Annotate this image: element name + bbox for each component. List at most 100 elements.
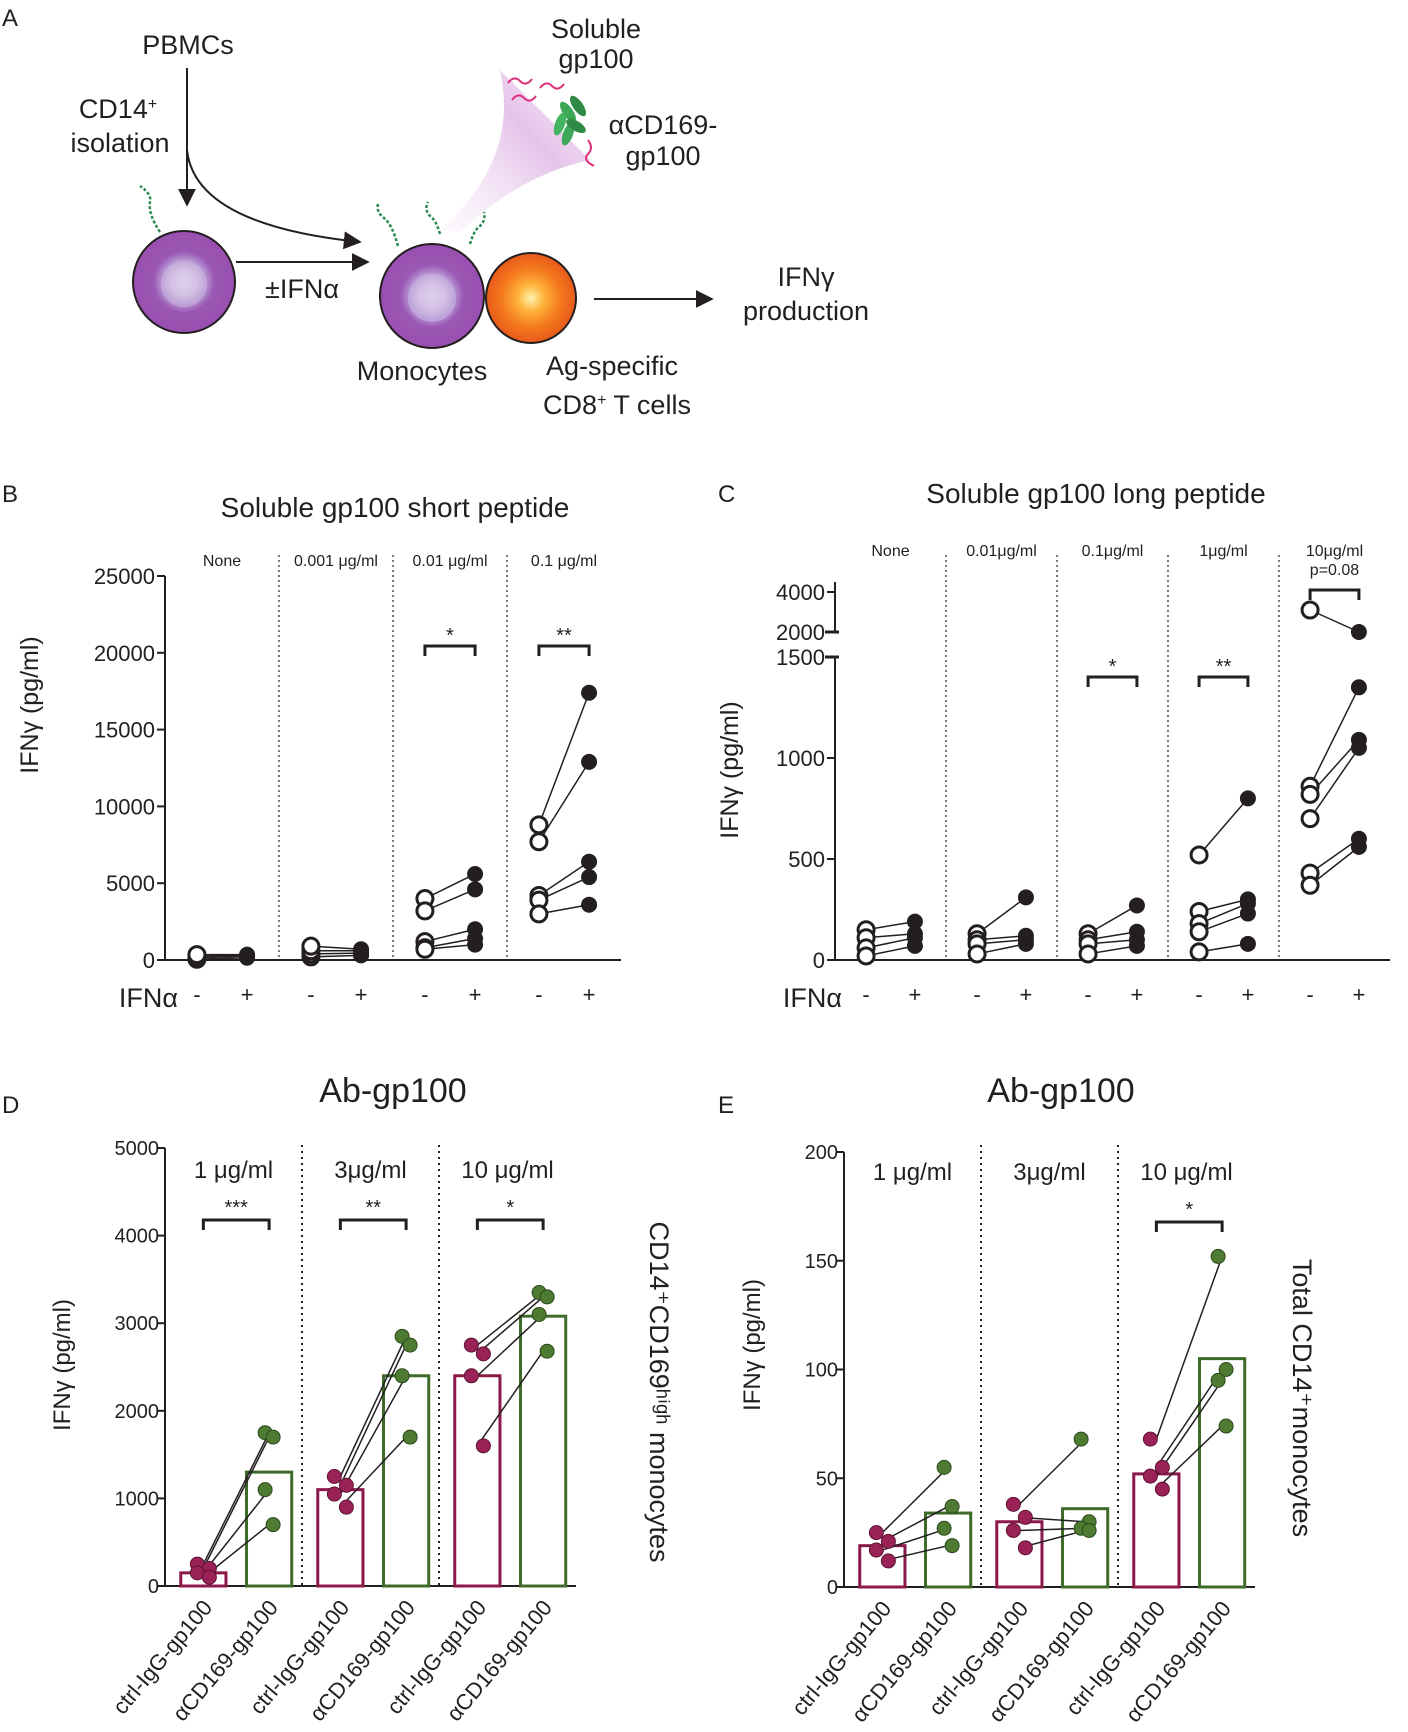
significance-label: *	[1185, 1199, 1193, 1221]
y-tick-label: 0	[148, 1576, 159, 1598]
y-axis-label: IFNγ (pg/ml)	[49, 1299, 76, 1431]
significance-bracket	[537, 644, 591, 656]
data-point-minus	[1300, 784, 1320, 804]
chart-title: Ab-gp100	[319, 1072, 466, 1110]
panel-d-chart: D Ab-gp100 IFNγ (pg/ml) CD14⁺CD169ʰⁱᵍʰ mono…	[2, 1072, 674, 1726]
significance-bracket	[1308, 588, 1361, 600]
significance-bracket	[1197, 675, 1250, 687]
group-label: 3μg/ml	[334, 1157, 407, 1184]
y-tick-label: 2000	[115, 1401, 160, 1423]
data-point-ctrl	[868, 1542, 884, 1558]
group-label: 10μg/ml	[1306, 543, 1363, 560]
y-tick-label: 0	[827, 1577, 838, 1599]
y-tick-label: 0	[143, 948, 155, 973]
group-label: 1μg/ml	[1199, 543, 1247, 560]
data-point-ctrl	[338, 1499, 354, 1515]
x-sign-plus: +	[469, 982, 482, 1007]
pair-line	[1155, 1256, 1223, 1440]
data-point-acd169	[265, 1517, 281, 1533]
y-tick-label: 2000	[776, 620, 825, 645]
pair-line	[1309, 846, 1360, 886]
data-point-minus	[967, 944, 987, 964]
monocytes-label: Monocytes	[357, 356, 488, 386]
pair-line	[339, 1336, 407, 1477]
data-point-ctrl	[868, 1525, 884, 1541]
x-sign-minus: -	[193, 982, 200, 1007]
data-point-acd169	[1210, 1248, 1226, 1264]
significance-label: *	[1109, 656, 1117, 678]
y-tick-label: 5000	[106, 871, 155, 896]
data-point-plus	[1350, 838, 1367, 855]
significance-label: *	[446, 625, 454, 647]
data-point-plus	[467, 881, 484, 898]
data-point-minus	[415, 939, 435, 959]
data-point-acd169	[539, 1343, 555, 1359]
bar-acd169	[1061, 1507, 1110, 1589]
bar-acd169	[924, 1511, 973, 1589]
significance-label: ***	[225, 1197, 249, 1219]
receptor-icon	[468, 211, 486, 245]
cd14-isolation-label: CD14+	[79, 94, 157, 124]
data-point-acd169	[936, 1520, 952, 1536]
y-tick-label: 1500	[776, 645, 825, 670]
pair-line	[476, 1350, 544, 1447]
ifng-production-label: production	[743, 296, 869, 326]
x-sign-minus: -	[1195, 982, 1202, 1007]
x-row-label: IFNα	[783, 983, 842, 1013]
data-point-plus	[581, 684, 598, 701]
group-label: 1 μg/ml	[194, 1157, 273, 1184]
group-label: 0.01μg/ml	[966, 543, 1037, 560]
y-tick-label: 1000	[776, 746, 825, 771]
group-label: 3μg/ml	[1013, 1159, 1086, 1186]
data-point-plus	[239, 946, 256, 963]
y-tick-label: 15000	[94, 718, 155, 743]
significance-label: *	[506, 1197, 514, 1219]
group-label: None	[871, 543, 909, 560]
y-tick-label: 0	[813, 948, 825, 973]
pair-line	[1155, 1379, 1223, 1477]
data-point-acd169	[539, 1289, 555, 1305]
x-sign-minus: -	[862, 982, 869, 1007]
data-point-plus	[467, 865, 484, 882]
data-point-ctrl	[201, 1569, 217, 1585]
data-point-minus	[1189, 922, 1209, 942]
data-point-plus	[1128, 897, 1145, 914]
pair-line	[476, 1313, 544, 1377]
significance-bracket	[338, 1218, 408, 1230]
y-axis-label: IFNγ (pg/ml)	[16, 636, 44, 774]
pair-line	[339, 1436, 407, 1508]
group-label: 0.1μg/ml	[1082, 543, 1144, 560]
y-tick-label: 4000	[776, 580, 825, 605]
pair-line	[882, 1505, 949, 1542]
data-point-minus	[529, 904, 549, 924]
data-point-ctrl	[326, 1486, 342, 1502]
y-tick-label: 10000	[94, 794, 155, 819]
data-point-minus	[1189, 942, 1209, 962]
panel-e-chart: E Ab-gp100 IFNγ (pg/ml) Total CD14⁺monocyte…	[718, 1072, 1317, 1727]
x-sign-minus: -	[307, 982, 314, 1007]
t-cell-icon	[485, 252, 577, 344]
data-point-acd169	[944, 1499, 960, 1515]
data-point-acd169	[944, 1538, 960, 1554]
x-sign-plus: +	[908, 982, 921, 1007]
pair-line	[476, 1291, 544, 1346]
data-point-acd169	[265, 1429, 281, 1445]
receptor-icon	[139, 184, 162, 233]
panel-label: C	[718, 481, 735, 508]
x-sign-minus: -	[1306, 982, 1313, 1007]
data-point-minus	[1189, 845, 1209, 865]
pair-line	[476, 1296, 544, 1355]
y-tick-label: 100	[805, 1360, 838, 1382]
ifng-label: IFNγ	[778, 262, 835, 292]
receptor-icon	[425, 201, 442, 235]
pair-line	[1155, 1425, 1223, 1490]
y-tick-label: 5000	[115, 1138, 160, 1160]
significance-label: **	[1216, 656, 1232, 678]
data-point-minus	[187, 945, 207, 965]
data-point-minus	[529, 815, 549, 835]
peptide-icon	[507, 77, 533, 85]
data-point-ctrl	[1017, 1540, 1033, 1556]
x-sign-minus: -	[973, 982, 980, 1007]
significance-label: **	[556, 625, 572, 647]
